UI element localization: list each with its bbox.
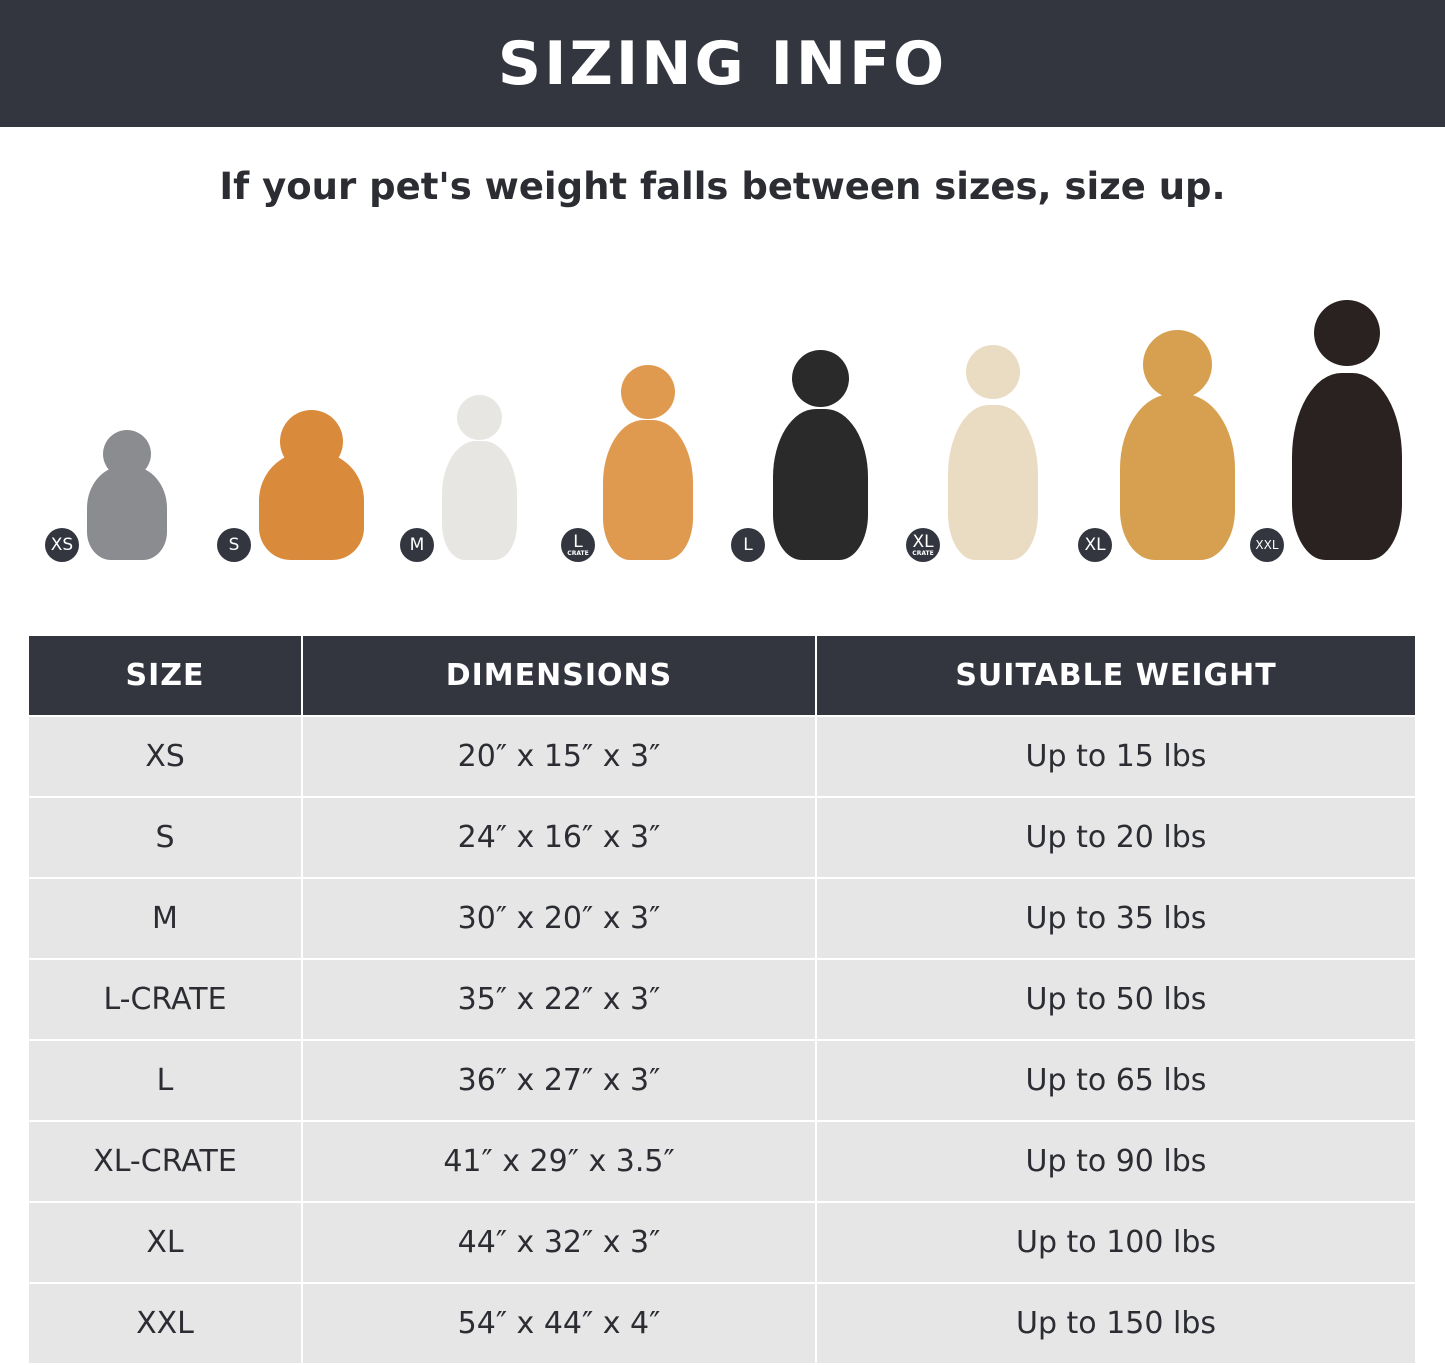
size-cell: XXL (29, 1282, 303, 1365)
pet-head (966, 345, 1020, 399)
table-row: XL 44″ x 32″ x 3″ Up to 100 lbs (29, 1201, 1417, 1284)
badge-label: M (409, 534, 425, 555)
table-row: M 30″ x 20″ x 3″ Up to 35 lbs (29, 877, 1417, 960)
dimensions-cell: 20″ x 15″ x 3″ (302, 715, 817, 798)
table-row: XXL 54″ x 44″ x 4″ Up to 150 lbs (29, 1282, 1417, 1365)
header-size: SIZE (29, 636, 303, 716)
size-cell: M (29, 877, 303, 960)
page-title: SIZING INFO (0, 0, 1445, 127)
sizing-table: SIZE DIMENSIONS SUITABLE WEIGHT XS 20″ x … (29, 636, 1417, 1365)
weight-cell: Up to 35 lbs (816, 877, 1417, 960)
badge-label: L (743, 534, 753, 555)
pet-body (442, 441, 517, 560)
badge-sublabel: CRATE (912, 549, 934, 557)
size-badge: S (217, 528, 251, 562)
size-cell: XS (29, 715, 303, 798)
pet-head (1143, 330, 1212, 399)
weight-cell: Up to 90 lbs (816, 1120, 1417, 1203)
pet-body (1292, 372, 1402, 560)
dimensions-cell: 54″ x 44″ x 4″ (302, 1282, 817, 1365)
pet-body (603, 419, 693, 560)
header-dimensions: DIMENSIONS (302, 636, 817, 716)
size-cell: XL (29, 1201, 303, 1284)
dimensions-cell: 41″ x 29″ x 3.5″ (302, 1120, 817, 1203)
size-cell: L-CRATE (29, 958, 303, 1041)
table-row: L-CRATE 35″ x 22″ x 3″ Up to 50 lbs (29, 958, 1417, 1041)
pet-body (87, 466, 167, 560)
table-row: L 36″ x 27″ x 3″ Up to 65 lbs (29, 1039, 1417, 1122)
dimensions-cell: 44″ x 32″ x 3″ (302, 1201, 817, 1284)
pet-body (773, 408, 868, 560)
pet-head (280, 410, 343, 473)
badge-label: XXL (1255, 538, 1279, 552)
pet-body (1120, 394, 1235, 560)
weight-cell: Up to 50 lbs (816, 958, 1417, 1041)
header-weight: SUITABLE WEIGHT (816, 636, 1417, 716)
dimensions-cell: 36″ x 27″ x 3″ (302, 1039, 817, 1122)
size-badge: L (731, 528, 765, 562)
dimensions-cell: 24″ x 16″ x 3″ (302, 796, 817, 879)
pet-head (103, 430, 151, 478)
badge-label: S (228, 534, 240, 555)
dimensions-cell: 35″ x 22″ x 3″ (302, 958, 817, 1041)
size-cell: L (29, 1039, 303, 1122)
size-cell: XL-CRATE (29, 1120, 303, 1203)
badge-label: XL (1084, 534, 1106, 555)
badge-label: XS (50, 534, 74, 555)
weight-cell: Up to 100 lbs (816, 1201, 1417, 1284)
weight-cell: Up to 150 lbs (816, 1282, 1417, 1365)
pet-head (792, 350, 849, 407)
badge-label: XL (912, 531, 934, 552)
weight-cell: Up to 20 lbs (816, 796, 1417, 879)
size-badge: XS (45, 528, 79, 562)
size-badge: L CRATE (561, 528, 595, 562)
table-row: S 24″ x 16″ x 3″ Up to 20 lbs (29, 796, 1417, 879)
pet-head (1314, 300, 1380, 366)
size-badge: XL (1078, 528, 1112, 562)
badge-label: L (573, 531, 583, 552)
size-badge: XXL (1250, 528, 1284, 562)
pet-head (621, 365, 675, 419)
size-badge: M (400, 528, 434, 562)
pet-body (948, 405, 1038, 560)
size-cell: S (29, 796, 303, 879)
weight-cell: Up to 15 lbs (816, 715, 1417, 798)
table-row: XL-CRATE 41″ x 29″ x 3.5″ Up to 90 lbs (29, 1120, 1417, 1203)
weight-cell: Up to 65 lbs (816, 1039, 1417, 1122)
dimensions-cell: 30″ x 20″ x 3″ (302, 877, 817, 960)
subtitle: If your pet's weight falls between sizes… (219, 165, 1226, 208)
size-badge: XL CRATE (906, 528, 940, 562)
table-row: XS 20″ x 15″ x 3″ Up to 15 lbs (29, 715, 1417, 798)
badge-sublabel: CRATE (567, 549, 589, 557)
pet-head (457, 395, 502, 440)
